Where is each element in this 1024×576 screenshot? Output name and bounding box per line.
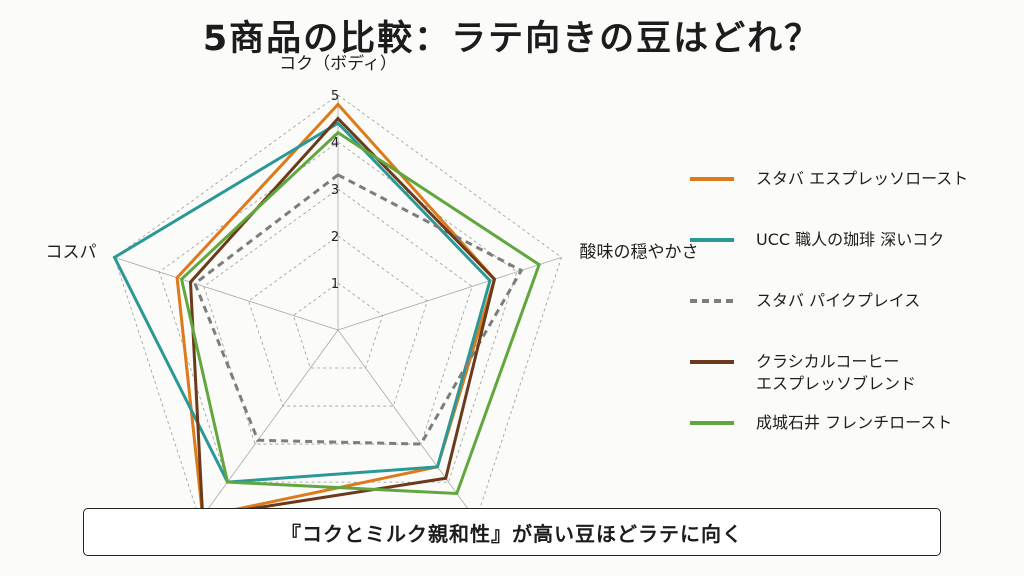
legend-item: クラシカルコーヒー エスプレッソブレンド <box>690 351 1010 412</box>
series-line-3 <box>193 173 524 446</box>
axis-spoke <box>114 257 339 331</box>
axis-label: コク（ボディ） <box>279 53 397 74</box>
tick-label: 4 <box>331 136 339 151</box>
legend-swatch <box>690 355 734 369</box>
series-line-4 <box>188 116 497 519</box>
legend-item: UCC 職人の珈琲 深いコク <box>690 229 1010 290</box>
legend-label: 成城石井 フレンチロースト <box>756 413 953 432</box>
radar-series <box>112 102 541 519</box>
tick-label: 2 <box>331 230 339 245</box>
legend-item: スタバ エスプレッソロースト <box>690 168 1010 229</box>
tick-label: 1 <box>331 277 339 292</box>
axis-label: 酸味の穏やかさ <box>579 242 698 262</box>
legend-swatch <box>690 172 734 186</box>
axis-spoke <box>337 329 477 521</box>
axis-label: コスパ <box>46 242 97 262</box>
axis-spoke <box>199 329 339 521</box>
legend-label: スタバ パイクプレイス <box>756 291 921 310</box>
series-line-5 <box>179 130 541 496</box>
series-line-1 <box>175 102 497 519</box>
grid-ring-4 <box>158 141 518 483</box>
legend-label: UCC 職人の珈琲 深いコク <box>756 230 945 249</box>
tick-label: 5 <box>331 89 339 104</box>
series-line-2 <box>112 121 492 484</box>
page-title: 5商品の比較：ラテ向きの豆はどれ？ <box>202 19 822 59</box>
legend-swatch <box>690 233 734 247</box>
footer-note: 『コクとミルク親和性』が高い豆ほどラテに向く <box>83 508 941 556</box>
legend-label: クラシカルコーヒー エスプレッソブレンド <box>756 352 917 393</box>
grid-ring-2 <box>248 235 428 407</box>
legend-swatch <box>690 294 734 308</box>
legend-swatch <box>690 416 734 430</box>
grid-ring-3 <box>203 188 473 445</box>
legend: スタバ エスプレッソロースト UCC 職人の珈琲 深いコク スタバ パイクプレイスク… <box>690 168 1010 473</box>
grid-ring-1 <box>292 282 384 369</box>
tick-label: 3 <box>331 183 339 198</box>
legend-label: スタバ エスプレッソロースト <box>756 169 969 188</box>
legend-item: スタバ パイクプレイス <box>690 290 1010 351</box>
legend-item: 成城石井 フレンチロースト <box>690 412 1010 473</box>
axis-spoke <box>337 257 562 331</box>
